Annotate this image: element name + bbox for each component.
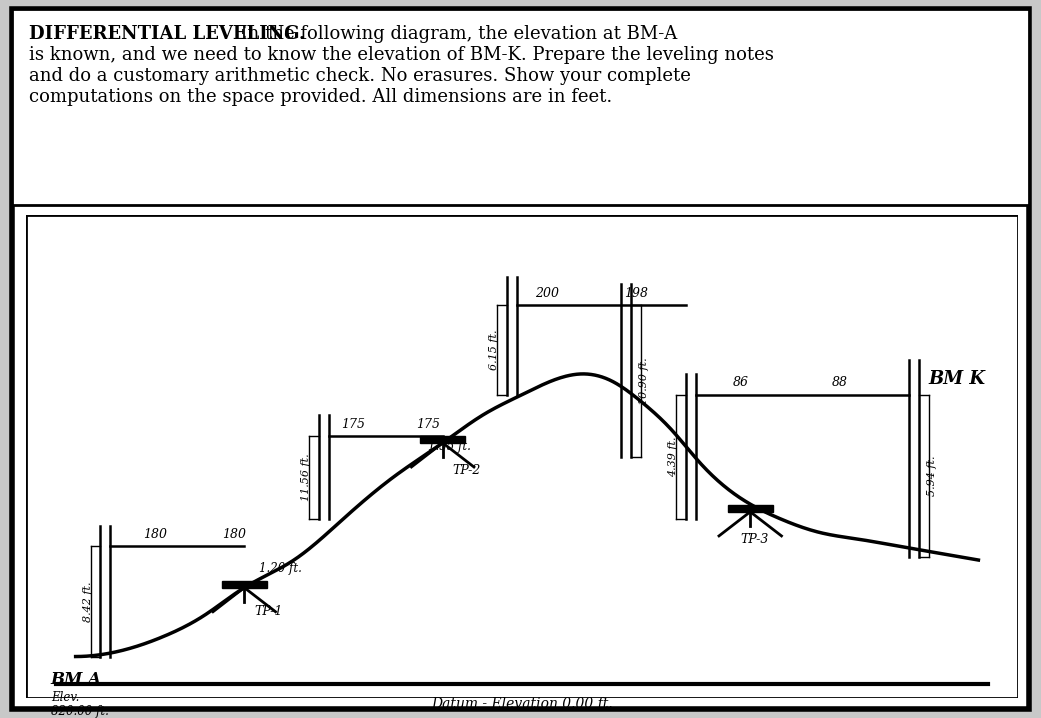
Text: In the following diagram, the elevation at BM-A: In the following diagram, the elevation … (229, 25, 678, 43)
Text: TP-1: TP-1 (254, 605, 282, 618)
Text: 180: 180 (223, 528, 247, 541)
FancyBboxPatch shape (12, 9, 1029, 205)
Text: 88: 88 (832, 376, 847, 389)
Text: 8.42 ft.: 8.42 ft. (82, 581, 93, 622)
Text: 1.20 ft.: 1.20 ft. (259, 562, 302, 575)
Text: Elev.: Elev. (51, 691, 79, 704)
Text: 11.56 ft.: 11.56 ft. (301, 454, 311, 501)
Text: TP-2: TP-2 (453, 464, 481, 477)
Text: DIFFERENTIAL LEVELING.: DIFFERENTIAL LEVELING. (29, 25, 305, 43)
FancyBboxPatch shape (12, 9, 1029, 709)
Text: 10.90 ft.: 10.90 ft. (639, 357, 650, 405)
Text: 175: 175 (341, 418, 365, 431)
Text: 200: 200 (535, 286, 559, 299)
Text: 4.39 ft.: 4.39 ft. (668, 437, 678, 477)
Text: Datum - Elevation 0.00 ft.: Datum - Elevation 0.00 ft. (431, 697, 613, 712)
Text: 1.35 ft.: 1.35 ft. (428, 439, 471, 453)
Text: TP-3: TP-3 (740, 533, 768, 546)
Text: 6.15 ft.: 6.15 ft. (489, 330, 500, 370)
Text: 820.00 ft.: 820.00 ft. (51, 705, 108, 718)
Bar (222, 581, 266, 587)
Text: BM K: BM K (929, 370, 986, 388)
Text: 198: 198 (625, 286, 649, 299)
Text: 180: 180 (143, 528, 167, 541)
Bar (728, 505, 772, 512)
Text: 175: 175 (415, 418, 439, 431)
Text: 86: 86 (732, 376, 748, 389)
Text: is known, and we need to know the elevation of BM-K. Prepare the leveling notes
: is known, and we need to know the elevat… (29, 25, 775, 106)
Text: BM A: BM A (51, 671, 102, 688)
Text: 5.94 ft.: 5.94 ft. (926, 455, 937, 496)
Bar (421, 436, 465, 443)
